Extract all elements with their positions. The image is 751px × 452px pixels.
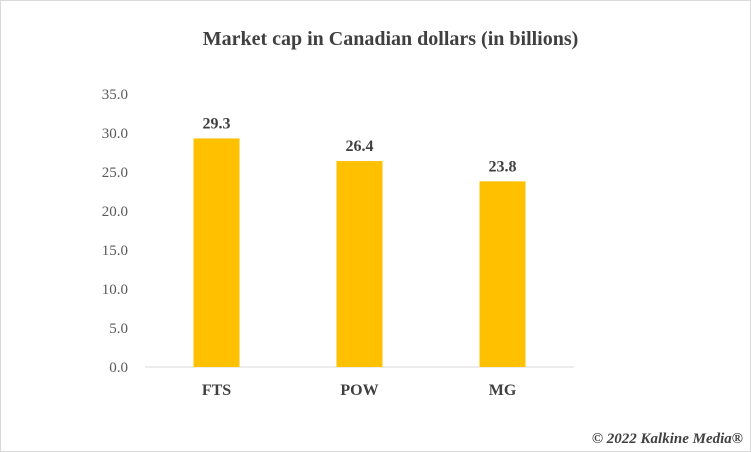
bar-series [193,138,526,367]
y-tick-label: 5.0 [109,321,128,337]
category-label-mg: MG [489,382,517,399]
category-label-pow: POW [340,382,378,399]
bar-mg [479,181,526,367]
data-label-mg: 23.8 [489,158,517,175]
chart-title: Market cap in Canadian dollars (in billi… [202,28,579,50]
x-axis-category-labels: FTS POW MG [202,382,517,399]
data-labels: 29.3 26.4 23.8 [203,115,517,175]
y-tick-label: 15.0 [102,243,128,259]
y-tick-label: 20.0 [102,204,128,220]
y-tick-label: 35.0 [102,87,128,103]
data-label-fts: 29.3 [203,115,231,132]
category-label-fts: FTS [202,382,231,399]
y-axis-tick-labels: 0.0 5.0 10.0 15.0 20.0 25.0 30.0 35.0 [102,87,128,376]
bar-fts [193,138,240,367]
data-label-pow: 26.4 [346,138,374,155]
y-tick-label: 10.0 [102,282,128,298]
bar-pow [336,161,383,367]
copyright-notice: © 2022 Kalkine Media® [591,431,743,447]
y-tick-label: 25.0 [102,165,128,181]
y-tick-label: 30.0 [102,126,128,142]
y-tick-label: 0.0 [109,360,128,376]
